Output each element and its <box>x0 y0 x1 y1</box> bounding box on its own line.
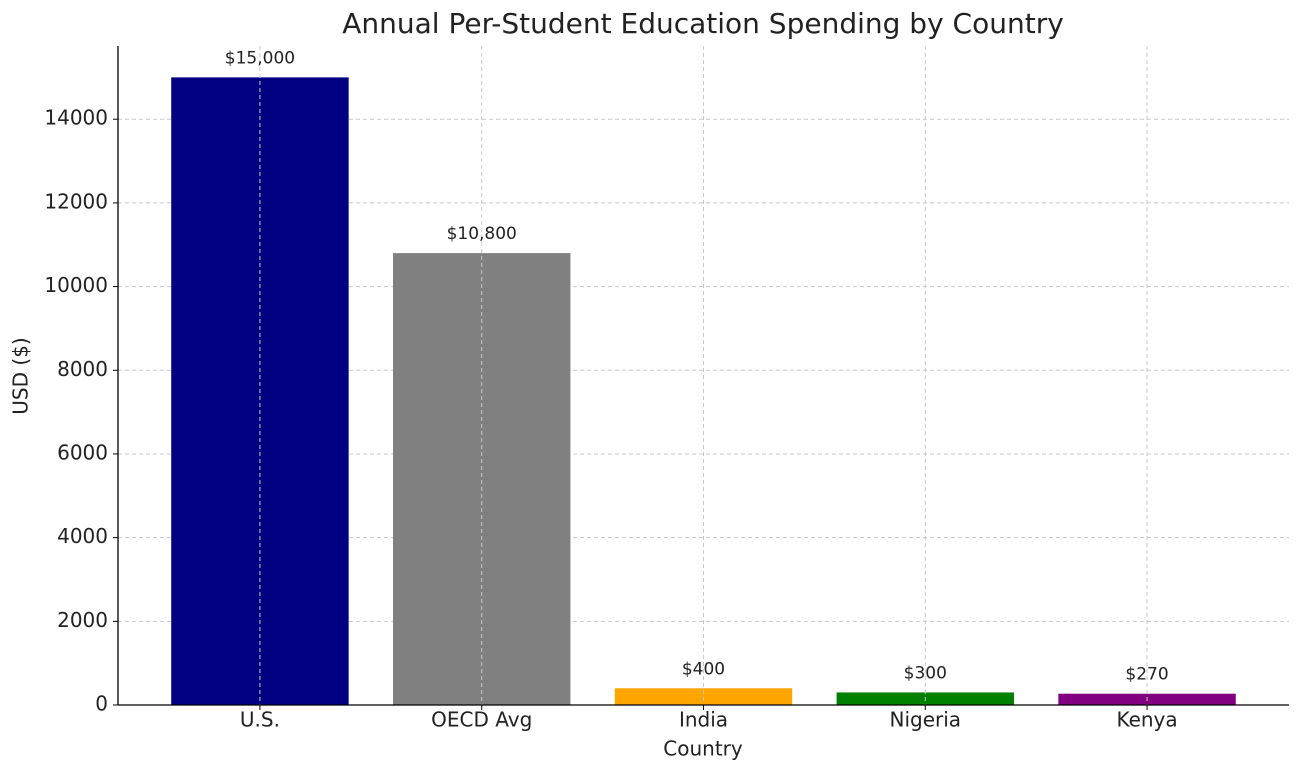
x-tick-label: Nigeria <box>889 708 961 732</box>
y-tick-label: 8000 <box>57 357 108 381</box>
value-label: $15,000 <box>225 48 295 68</box>
value-label: $10,800 <box>447 224 517 244</box>
y-tick-label: 12000 <box>44 189 108 213</box>
x-tick-label: India <box>679 708 728 732</box>
value-label: $270 <box>1125 665 1168 685</box>
x-tick-label: U.S. <box>240 708 280 732</box>
value-label: $400 <box>682 659 725 679</box>
x-tick-label: OECD Avg <box>431 708 532 732</box>
y-tick-label: 6000 <box>57 440 108 464</box>
y-tick-label: 2000 <box>57 608 108 632</box>
chart-title: Annual Per-Student Education Spending by… <box>342 7 1064 40</box>
x-tick-label: Kenya <box>1116 708 1177 732</box>
y-tick-label: 0 <box>95 692 108 716</box>
bar <box>614 688 793 705</box>
y-tick-label: 10000 <box>44 273 108 297</box>
x-axis-label: Country <box>663 737 743 761</box>
y-axis-label: USD ($) <box>9 337 33 414</box>
value-label: $300 <box>904 663 947 683</box>
y-tick-label: 14000 <box>44 106 108 130</box>
y-tick-label: 4000 <box>57 524 108 548</box>
